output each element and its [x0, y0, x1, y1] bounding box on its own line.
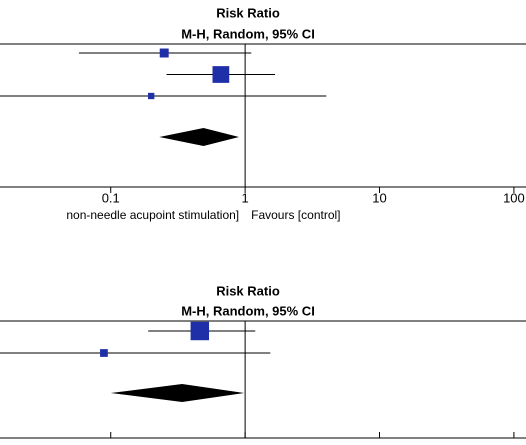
favours-right: Favours [control]	[251, 208, 340, 222]
x-tick-label: 0.1	[102, 190, 120, 205]
study-square	[212, 66, 230, 83]
favours-left: non-needle acupoint stimulation]	[66, 208, 239, 222]
panel-title: Risk Ratio	[216, 5, 280, 20]
panel-title: Risk Ratio	[216, 283, 280, 298]
x-tick-label: 10	[372, 190, 386, 205]
panel-subtitle: M-H, Random, 95% CI	[181, 303, 315, 318]
panel-subtitle: M-H, Random, 95% CI	[181, 26, 315, 41]
study-square	[159, 48, 169, 58]
summary-diamond	[110, 384, 245, 402]
x-tick-label: 100	[503, 190, 525, 205]
study-square	[148, 92, 155, 100]
summary-diamond	[159, 128, 239, 146]
study-square	[190, 321, 210, 341]
x-tick-label: 1	[242, 190, 249, 205]
study-square	[100, 349, 108, 357]
